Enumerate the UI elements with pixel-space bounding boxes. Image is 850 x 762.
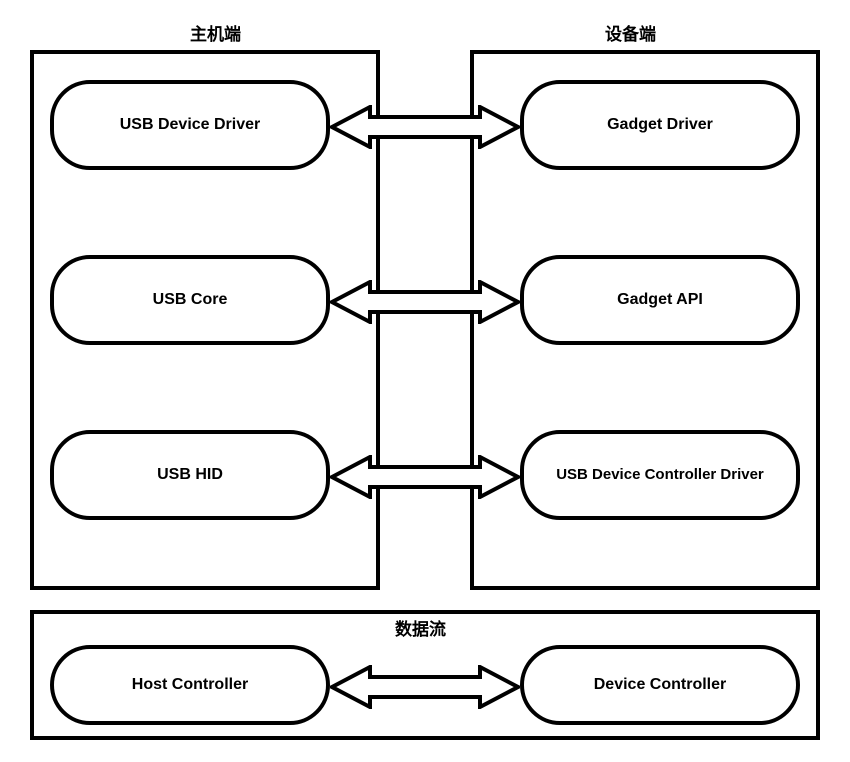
node-label: USB Device Controller Driver bbox=[556, 466, 764, 484]
arrow-row2-icon bbox=[330, 280, 520, 324]
header-right: 设备端 bbox=[605, 20, 656, 45]
arrow-row1-icon bbox=[330, 105, 520, 149]
node-host-controller: Host Controller bbox=[50, 645, 330, 725]
arrow-bottom-icon bbox=[330, 665, 520, 709]
node-device-controller: Device Controller bbox=[520, 645, 800, 725]
header-left: 主机端 bbox=[190, 20, 241, 45]
node-label: Gadget API bbox=[617, 290, 703, 309]
diagram-canvas: 主机端 设备端 USB Device Driver USB Core USB H… bbox=[30, 20, 820, 740]
node-gadget-api: Gadget API bbox=[520, 255, 800, 345]
node-label: USB HID bbox=[157, 465, 223, 484]
node-udc-driver: USB Device Controller Driver bbox=[520, 430, 800, 520]
node-gadget-driver: Gadget Driver bbox=[520, 80, 800, 170]
node-label: Gadget Driver bbox=[607, 115, 713, 134]
node-usb-hid: USB HID bbox=[50, 430, 330, 520]
node-usb-core: USB Core bbox=[50, 255, 330, 345]
bottom-title: 数据流 bbox=[395, 615, 446, 640]
node-label: USB Core bbox=[153, 290, 228, 309]
arrow-row3-icon bbox=[330, 455, 520, 499]
node-usb-device-driver: USB Device Driver bbox=[50, 80, 330, 170]
node-label: Device Controller bbox=[594, 675, 726, 694]
node-label: USB Device Driver bbox=[120, 115, 261, 134]
node-label: Host Controller bbox=[132, 675, 248, 694]
